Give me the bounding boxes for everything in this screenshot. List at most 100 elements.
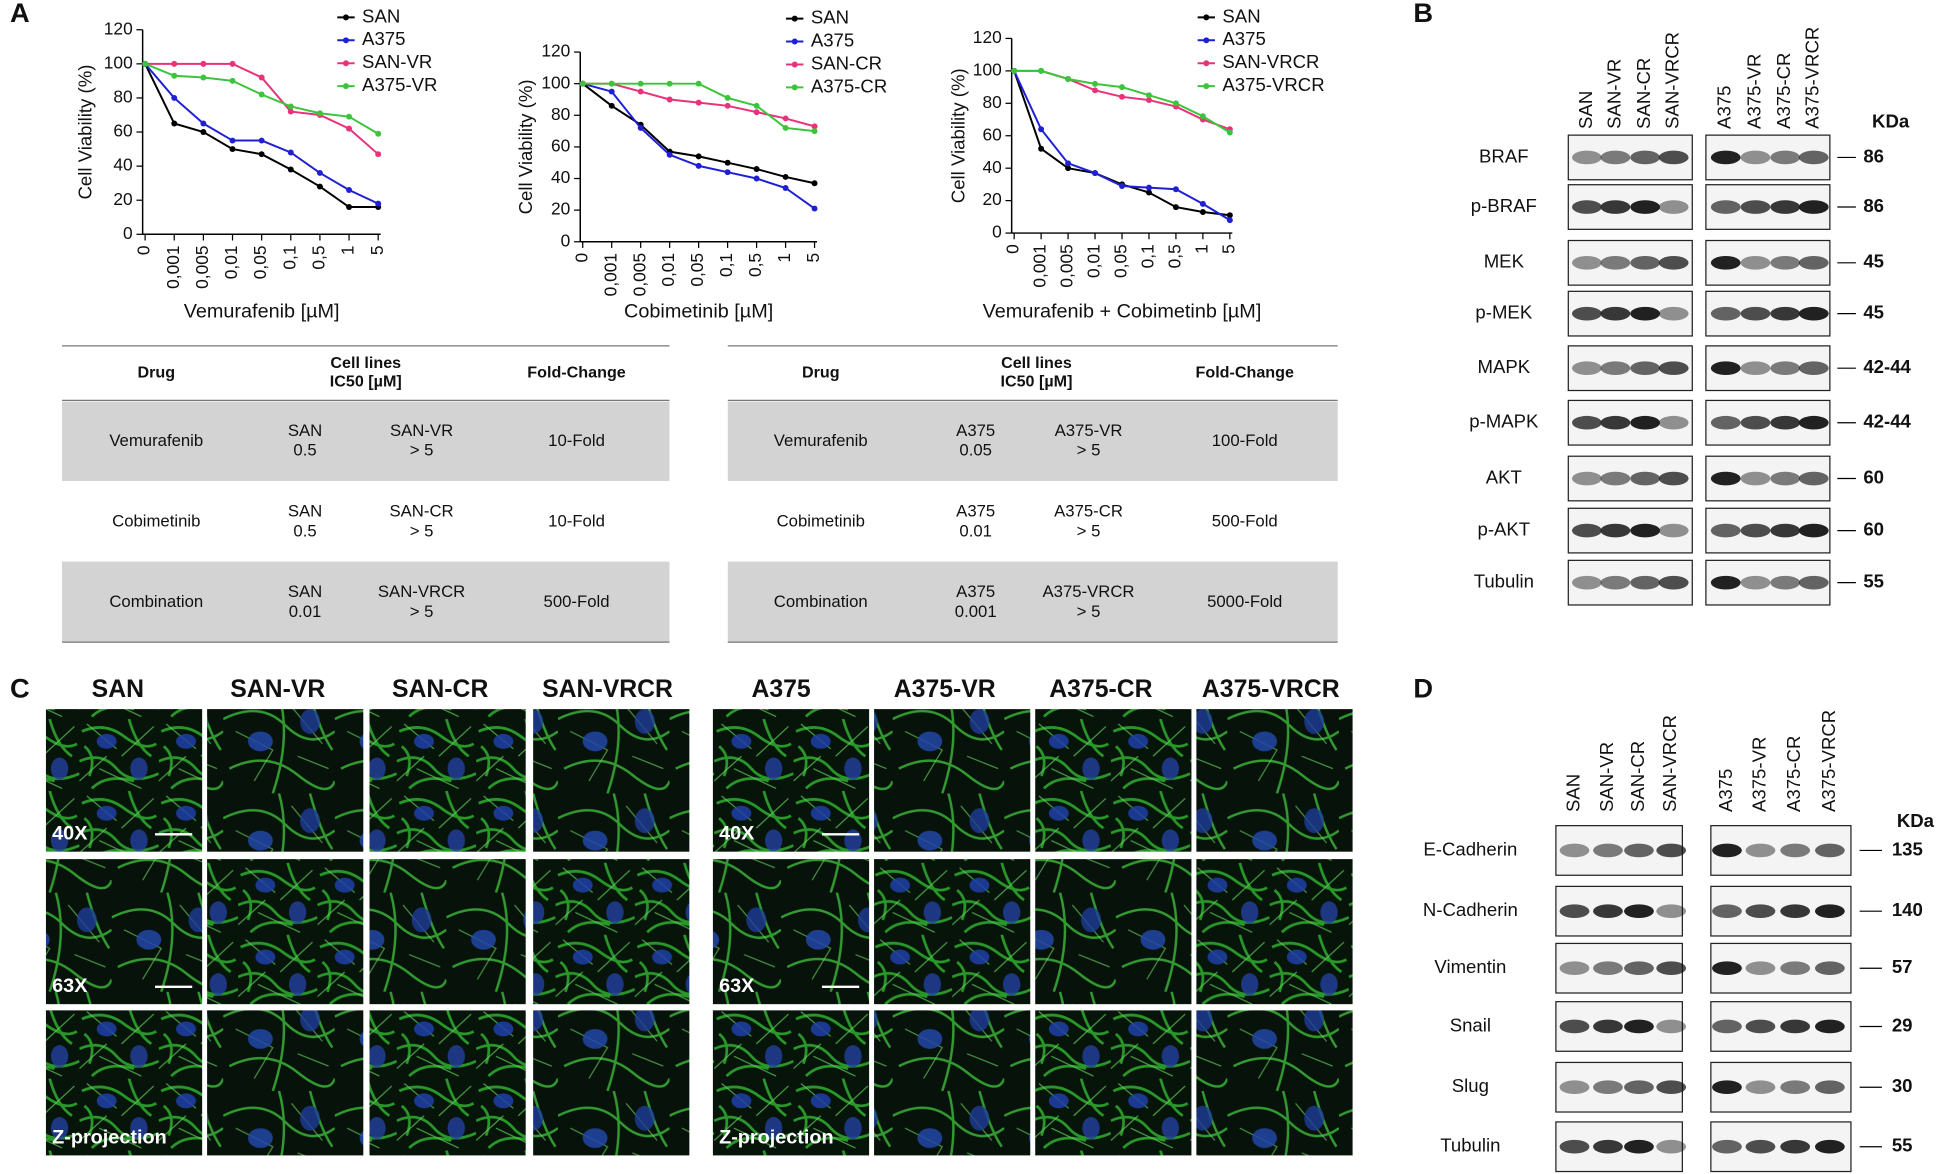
blot-band	[1798, 306, 1829, 321]
blot-band	[1740, 255, 1771, 270]
table-cell: 10-Fold	[548, 431, 605, 450]
table-header: Fold-Change	[527, 363, 625, 381]
kda-label: 140	[1892, 899, 1923, 920]
blot-band	[1600, 575, 1631, 590]
data-point	[200, 60, 207, 67]
magnification-label: 63X	[719, 975, 755, 997]
y-tick-label: 60	[982, 124, 1001, 144]
table-cell: 500-Fold	[544, 592, 610, 611]
data-point	[811, 128, 818, 135]
blot-band	[1712, 843, 1742, 858]
column-header: SAN-CR	[392, 676, 488, 703]
blot-band	[1624, 843, 1654, 858]
micrograph	[1196, 859, 1353, 1005]
kda-label: 45	[1863, 302, 1884, 323]
y-tick-label: 60	[113, 121, 132, 141]
blot-band	[1770, 471, 1801, 486]
table-band	[62, 561, 670, 643]
kda-label: 42-44	[1863, 411, 1911, 432]
blot-band	[1710, 361, 1741, 376]
blot-band	[1798, 471, 1829, 486]
table-cell: A375-CR	[1054, 501, 1123, 520]
legend-label: A375	[1222, 28, 1265, 49]
micrograph	[207, 859, 364, 1005]
column-header: A375-CR	[1049, 676, 1152, 703]
data-point	[724, 94, 731, 101]
blot-band	[1814, 961, 1845, 976]
magnification-label: 63X	[52, 975, 88, 997]
data-point	[1092, 80, 1099, 87]
data-point	[753, 102, 760, 109]
table-cell: A375	[956, 582, 995, 601]
blot-band	[1740, 415, 1771, 430]
column-header: A375-VRCR	[1202, 676, 1340, 703]
blot-band	[1745, 843, 1776, 858]
blot-band	[1770, 415, 1801, 430]
micrograph	[1196, 709, 1353, 852]
data-point	[258, 151, 265, 158]
blot-band	[1798, 150, 1829, 165]
x-tick-label: 0,01	[658, 253, 678, 287]
protein-label: AKT	[1486, 466, 1522, 487]
blot-band	[1658, 361, 1689, 376]
blot-band	[1814, 843, 1845, 858]
micrograph	[369, 859, 526, 1005]
blot-band	[1656, 904, 1687, 919]
protein-label: p-MEK	[1475, 302, 1532, 323]
blot-band	[1745, 1139, 1776, 1154]
blot-band	[1740, 150, 1771, 165]
data-point	[782, 124, 789, 131]
micrograph	[1035, 709, 1192, 852]
blot-band	[1770, 255, 1801, 270]
blot-band	[1710, 523, 1741, 538]
protein-label: Slug	[1452, 1075, 1489, 1096]
table-band	[727, 561, 1338, 643]
data-point	[1226, 212, 1233, 219]
table-cell: > 5	[410, 521, 434, 540]
magnification-label: 40X	[719, 823, 755, 845]
blot-band	[1559, 843, 1590, 858]
legend-marker	[342, 60, 349, 67]
lane-label: SAN-VR	[1596, 742, 1617, 812]
table-cell: SAN-VRCR	[378, 582, 465, 601]
blot-band	[1658, 306, 1689, 321]
legend-marker	[791, 61, 798, 68]
blot-band	[1814, 1080, 1845, 1095]
y-tick-label: 0	[561, 230, 571, 250]
blot-band	[1624, 1019, 1654, 1034]
data-point	[1199, 209, 1206, 215]
blot-band	[1798, 575, 1829, 590]
table-cell: 10-Fold	[548, 511, 605, 530]
blot-band	[1656, 1080, 1687, 1095]
data-point	[1038, 67, 1045, 74]
protein-label: MAPK	[1478, 356, 1531, 377]
protein-label: Tubulin	[1440, 1135, 1500, 1156]
blot-band	[1656, 843, 1687, 858]
micrograph	[369, 709, 526, 852]
legend-label: A375-VR	[362, 74, 437, 95]
micrograph	[533, 1010, 690, 1156]
x-axis-title: Vemurafenib + Cobimetinb [µM]	[983, 301, 1262, 323]
data-point	[608, 88, 615, 95]
data-point	[695, 99, 702, 106]
legend-label: A375	[811, 29, 854, 50]
table-header: Drug	[802, 363, 840, 381]
unit-label: KDa	[1897, 810, 1935, 831]
y-tick-label: 0	[992, 222, 1002, 242]
data-point	[811, 123, 818, 130]
blot-band	[1780, 904, 1811, 919]
blot-band	[1624, 904, 1654, 919]
table-cell: SAN	[288, 421, 322, 440]
data-point	[200, 74, 207, 81]
y-tick-label: 40	[113, 155, 132, 175]
series-line	[144, 62, 379, 135]
blot-band	[1656, 1139, 1687, 1154]
data-point	[753, 166, 760, 173]
data-point	[1172, 100, 1179, 107]
protein-label: N-Cadherin	[1423, 899, 1518, 920]
micrograph	[45, 709, 203, 852]
y-tick-label: 100	[541, 72, 570, 92]
blot-band	[1780, 1080, 1811, 1095]
blot-band	[1630, 200, 1661, 214]
